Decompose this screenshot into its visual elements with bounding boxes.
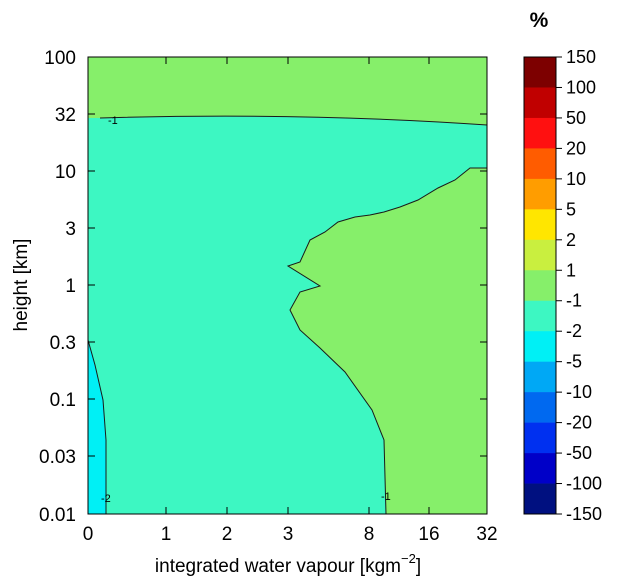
contour-line-left [88,339,107,514]
colorbar [523,56,562,515]
x-tick-label-4: 8 [364,524,375,545]
colorbar-label-15: -150 [566,504,602,524]
x-axis-label-main: integrated water vapour [kgm [155,556,401,577]
colorbar-label-3: 20 [566,138,586,158]
y-tick-label-0.01: 0.01 [39,505,76,526]
colorbar-label-6: 2 [566,230,576,250]
colorbar-label-10: -5 [566,352,582,372]
colorbar-band-13 [524,453,556,484]
colorbar-band-0 [524,57,556,88]
y-tick-label-32: 32 [55,105,76,126]
colorbar-label-9: -2 [566,321,582,341]
contour-line-right [286,167,487,514]
colorbar-band-11 [524,392,556,423]
x-tick-label-6: 32 [476,524,497,545]
x-axis-label: integrated water vapour [kgm−2] [155,551,421,577]
colorbar-band-7 [524,270,556,302]
colorbar-band-10 [524,361,556,393]
colorbar-label-12: -20 [566,413,592,433]
y-axis-label: height [km] [11,239,32,332]
colorbar-band-9 [524,331,556,362]
contour-line-top [99,115,487,126]
colorbar-title: % [530,9,549,32]
colorbar-band-1 [524,87,556,119]
x-tick-label-0: 0 [83,524,94,545]
colorbar-band-4 [524,178,556,210]
y-tick-label-0.3: 0.3 [50,333,76,354]
colorbar-label-2: 50 [566,108,586,128]
colorbar-band-5 [524,209,556,241]
colorbar-label-7: 1 [566,260,576,280]
colorbar-label-4: 10 [566,169,586,189]
y-tick-marks [88,56,487,457]
colorbar-labels: 150 100 50 20 10 5 2 1 -1 -2 -5 -10 -20 -50 -100 -150 [566,47,602,524]
colorbar-band-12 [524,422,556,454]
y-tick-label-100: 100 [44,48,76,69]
plot-area: -1 -2 -1 [88,57,487,514]
colorbar-label-5: 5 [566,199,576,219]
contour-label-top: -1 [108,115,118,127]
y-tick-label-3: 3 [65,219,76,240]
colorbar-label-11: -10 [566,382,592,402]
y-tick-labels: 100 32 10 3 1 0.3 0.1 0.03 0.01 [39,48,76,526]
contour-label-right: -1 [381,491,391,503]
colorbar-label-13: -50 [566,443,592,463]
colorbar-band-2 [524,117,556,149]
x-tick-label-1: 1 [161,524,172,545]
colorbar-band-8 [524,300,556,332]
region-cyan-small [88,340,106,514]
colorbar-frame [523,56,557,515]
colorbar-label-8: -1 [566,291,582,311]
y-tick-label-0.1: 0.1 [50,390,76,411]
y-tick-label-0.03: 0.03 [39,447,76,468]
x-tick-label-5: 16 [418,524,439,545]
region-cyan-green-main [88,116,487,514]
x-axis-label-close: ] [416,556,421,577]
x-tick-label-3: 3 [283,524,294,545]
colorbar-band-3 [524,148,556,180]
x-tick-marks [87,57,488,514]
x-axis-label-exponent: −2 [401,551,416,566]
colorbar-label-14: -100 [566,474,602,494]
x-tick-label-2: 2 [222,524,233,545]
y-tick-label-1: 1 [65,276,76,297]
contour-label-left: -2 [101,493,111,505]
colorbar-band-14 [524,483,556,515]
colorbar-label-0: 150 [566,47,596,67]
colorbar-label-1: 100 [566,77,596,97]
colorbar-band-6 [524,239,556,271]
y-tick-label-10: 10 [55,162,76,183]
x-tick-labels: 0 1 2 3 8 16 32 [83,524,498,545]
